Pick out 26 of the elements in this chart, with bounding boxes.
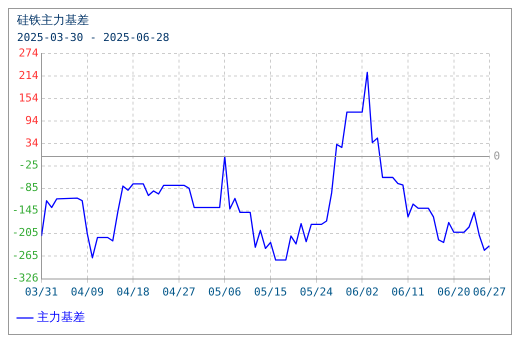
x-tick-label: 06/02 xyxy=(346,285,379,298)
x-tick-label: 04/27 xyxy=(162,285,196,298)
y-tick-label: 94 xyxy=(25,114,39,128)
x-tick-label: 05/15 xyxy=(254,285,288,298)
y-tick-label: -265 xyxy=(12,248,38,262)
y-tick-label: -205 xyxy=(12,226,38,240)
x-tick-label: 03/31 xyxy=(24,285,58,298)
y-tick-label: 154 xyxy=(18,92,39,104)
x-tick-label: 06/20 xyxy=(437,285,470,298)
y-tick-label: 274 xyxy=(18,46,39,60)
y-tick-label: -145 xyxy=(12,204,38,217)
x-tick-label: 05/06 xyxy=(208,285,242,298)
y-tick-label: -25 xyxy=(18,158,38,172)
x-tick-label: 05/24 xyxy=(300,285,334,298)
y-tick-label: 214 xyxy=(18,68,39,82)
y-tick-label: -85 xyxy=(18,181,38,194)
y-tick-label: -326 xyxy=(12,272,38,285)
x-tick-label: 04/18 xyxy=(116,285,150,298)
ref-line-label: 0 xyxy=(493,149,500,162)
chart-subtitle: 2025-03-30 - 2025-06-28 xyxy=(16,30,170,44)
x-tick-label: 06/11 xyxy=(391,285,425,298)
x-tick-label: 06/27 xyxy=(472,285,506,298)
x-tick-label: 04/09 xyxy=(70,285,104,298)
chart-title: 硅铁主力基差 xyxy=(16,12,90,29)
legend-label: 主力基差 xyxy=(37,310,85,324)
y-tick-label: 34 xyxy=(25,136,39,150)
